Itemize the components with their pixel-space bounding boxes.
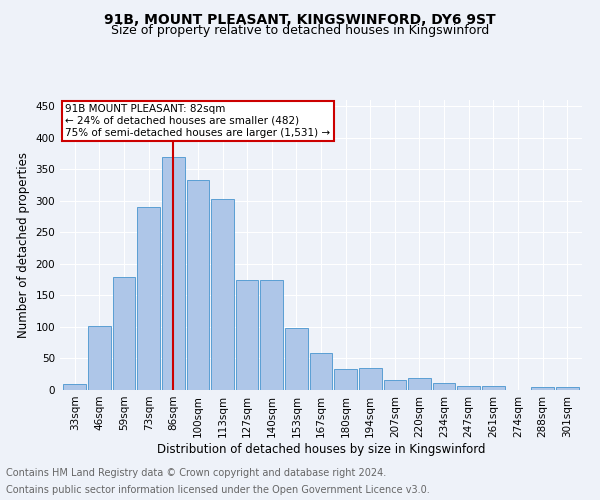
Bar	[211, 199, 234, 390]
Bar	[408, 378, 431, 390]
Bar	[334, 369, 357, 390]
Text: 91B, MOUNT PLEASANT, KINGSWINFORD, DY6 9ST: 91B, MOUNT PLEASANT, KINGSWINFORD, DY6 9…	[104, 12, 496, 26]
Text: Contains public sector information licensed under the Open Government Licence v3: Contains public sector information licen…	[6, 485, 430, 495]
Text: Contains HM Land Registry data © Crown copyright and database right 2024.: Contains HM Land Registry data © Crown c…	[6, 468, 386, 477]
Bar	[88, 326, 111, 390]
Bar	[457, 386, 480, 390]
Bar	[383, 380, 406, 390]
Bar	[285, 328, 308, 390]
Y-axis label: Number of detached properties: Number of detached properties	[17, 152, 30, 338]
Bar	[260, 280, 283, 390]
Text: Size of property relative to detached houses in Kingswinford: Size of property relative to detached ho…	[111, 24, 489, 37]
Bar	[113, 276, 136, 390]
Bar	[556, 387, 578, 390]
Bar	[162, 158, 185, 390]
Bar	[531, 387, 554, 390]
Bar	[482, 386, 505, 390]
Bar	[236, 280, 259, 390]
Bar	[64, 384, 86, 390]
Bar	[137, 206, 160, 390]
Bar	[433, 383, 455, 390]
Text: Distribution of detached houses by size in Kingswinford: Distribution of detached houses by size …	[157, 442, 485, 456]
Bar	[187, 180, 209, 390]
Bar	[310, 354, 332, 390]
Text: 91B MOUNT PLEASANT: 82sqm
← 24% of detached houses are smaller (482)
75% of semi: 91B MOUNT PLEASANT: 82sqm ← 24% of detac…	[65, 104, 331, 138]
Bar	[359, 368, 382, 390]
